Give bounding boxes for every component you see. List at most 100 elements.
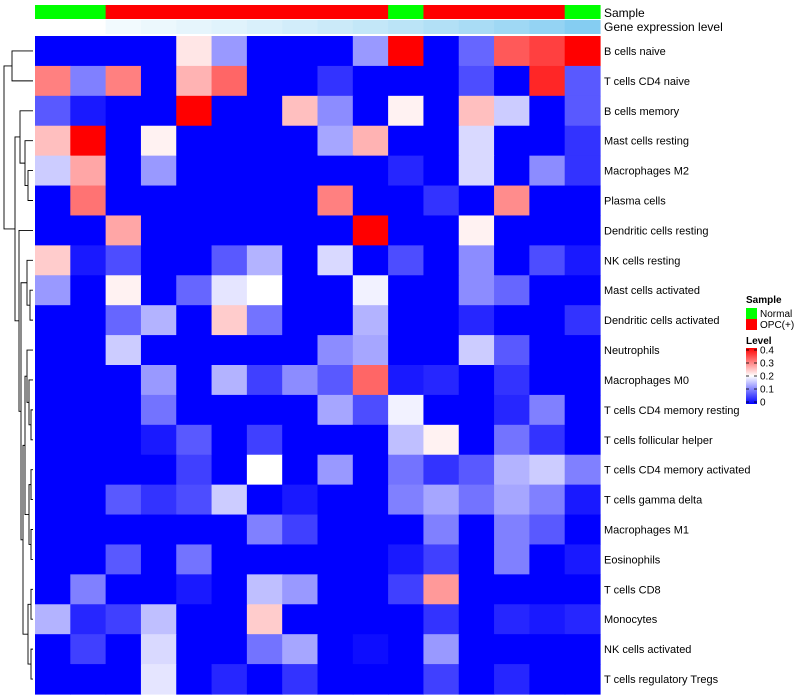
- heatmap-cell: [529, 514, 566, 546]
- heatmap-cell: [282, 574, 319, 605]
- heatmap-cell: [246, 424, 283, 456]
- heatmap-cell: [352, 245, 389, 276]
- expression-annotation-cell: [246, 20, 283, 34]
- heatmap-cell: [423, 424, 460, 456]
- heatmap-cell: [529, 185, 566, 217]
- heatmap-cell: [70, 424, 107, 456]
- heatmap-cell: [105, 574, 142, 605]
- heatmap-cell: [564, 185, 601, 217]
- heatmap-cell: [105, 664, 142, 695]
- heatmap-cell: [423, 574, 460, 605]
- heatmap-cell: [529, 664, 566, 695]
- heatmap-cell: [564, 544, 601, 575]
- dendrogram-branch: [30, 469, 33, 501]
- heatmap-cell: [35, 65, 71, 97]
- heatmap-cell: [317, 95, 354, 127]
- heatmap-cell: [246, 125, 283, 157]
- sample-annotation-cell: [317, 5, 354, 19]
- heatmap-cell: [70, 574, 107, 605]
- legend-tick-label: 0.2: [760, 372, 774, 383]
- heatmap-cell: [282, 185, 319, 217]
- heatmap-cell: [35, 604, 71, 635]
- sample-annotation-cell: [423, 5, 460, 19]
- heatmap-cell: [246, 634, 283, 665]
- heatmap-cell: [282, 634, 319, 665]
- legend-tick-label: 0.3: [760, 359, 774, 370]
- heatmap-cell: [423, 484, 460, 516]
- heatmap-cell: [458, 454, 495, 486]
- heatmap-cell: [529, 365, 566, 396]
- heatmap-cell: [529, 484, 566, 516]
- heatmap-cell: [246, 185, 283, 217]
- heatmap-cell: [211, 634, 248, 665]
- heatmap-cell: [282, 335, 319, 366]
- heatmap-cell: [211, 604, 248, 635]
- heatmap-cell: [176, 245, 213, 276]
- heatmap-cell: [494, 544, 530, 575]
- heatmap-cell: [352, 574, 389, 605]
- heatmap-cell: [70, 335, 107, 366]
- heatmap-cell: [211, 544, 248, 575]
- heatmap-cell: [529, 125, 566, 157]
- annotation-label-expression: Gene expression level: [604, 20, 723, 34]
- heatmap-cell: [140, 275, 177, 306]
- heatmap-cell: [70, 36, 107, 67]
- heatmap-cell: [70, 544, 107, 575]
- heatmap-cell: [352, 305, 389, 336]
- heatmap-cell: [246, 275, 283, 306]
- heatmap-cell: [317, 185, 354, 217]
- heatmap-cell: [423, 514, 460, 546]
- heatmap-cell: [317, 215, 354, 246]
- heatmap-cell: [388, 275, 425, 306]
- heatmap-cell: [317, 484, 354, 516]
- heatmap-cell: [352, 36, 389, 67]
- heatmap-cell: [388, 394, 425, 426]
- dendrogram-branch: [29, 289, 33, 321]
- heatmap-cell: [458, 95, 495, 127]
- heatmap-cell: [529, 544, 566, 575]
- heatmap-cell: [176, 155, 213, 187]
- heatmap-cell: [140, 185, 177, 217]
- heatmap-cell: [458, 155, 495, 187]
- heatmap-cell: [105, 36, 142, 67]
- heatmap-cell: [70, 95, 107, 127]
- heatmap-cell: [564, 365, 601, 396]
- heatmap-cell: [423, 454, 460, 486]
- heatmap-cell: [494, 305, 530, 336]
- heatmap-cell: [35, 664, 71, 695]
- sample-annotation-cell: [246, 5, 283, 19]
- heatmap-cell: [564, 454, 601, 486]
- dendrogram-branch: [30, 409, 33, 441]
- heatmap-cell: [176, 574, 213, 605]
- heatmap-cell: [494, 454, 530, 486]
- heatmap-cell: [176, 454, 213, 486]
- heatmap-cell: [246, 335, 283, 366]
- heatmap-cell: [105, 305, 142, 336]
- heatmap-cell: [388, 155, 425, 187]
- heatmap-cell: [388, 484, 425, 516]
- heatmap-cell: [35, 365, 71, 396]
- heatmap-cell: [282, 36, 319, 67]
- heatmap-cell: [246, 215, 283, 246]
- heatmap-cell: [211, 514, 248, 546]
- row-label: T cells regulatory Tregs: [604, 674, 719, 686]
- heatmap-cell: [35, 454, 71, 486]
- heatmap-cell: [211, 424, 248, 456]
- heatmap-cell: [105, 544, 142, 575]
- expression-annotation-cell: [564, 20, 601, 34]
- heatmap-cell: [494, 634, 530, 665]
- dendrogram-branch: [30, 529, 33, 560]
- heatmap-cell: [282, 305, 319, 336]
- heatmap-cell: [70, 394, 107, 426]
- heatmap-cell: [529, 335, 566, 366]
- heatmap-cell: [458, 275, 495, 306]
- sample-annotation-cell: [140, 5, 177, 19]
- heatmap-cell: [352, 365, 389, 396]
- heatmap-cell: [352, 185, 389, 217]
- heatmap-cell: [352, 394, 389, 426]
- heatmap-cell: [211, 335, 248, 366]
- expression-annotation-cell: [494, 20, 530, 34]
- heatmap-cell: [246, 604, 283, 635]
- heatmap-cell: [352, 664, 389, 695]
